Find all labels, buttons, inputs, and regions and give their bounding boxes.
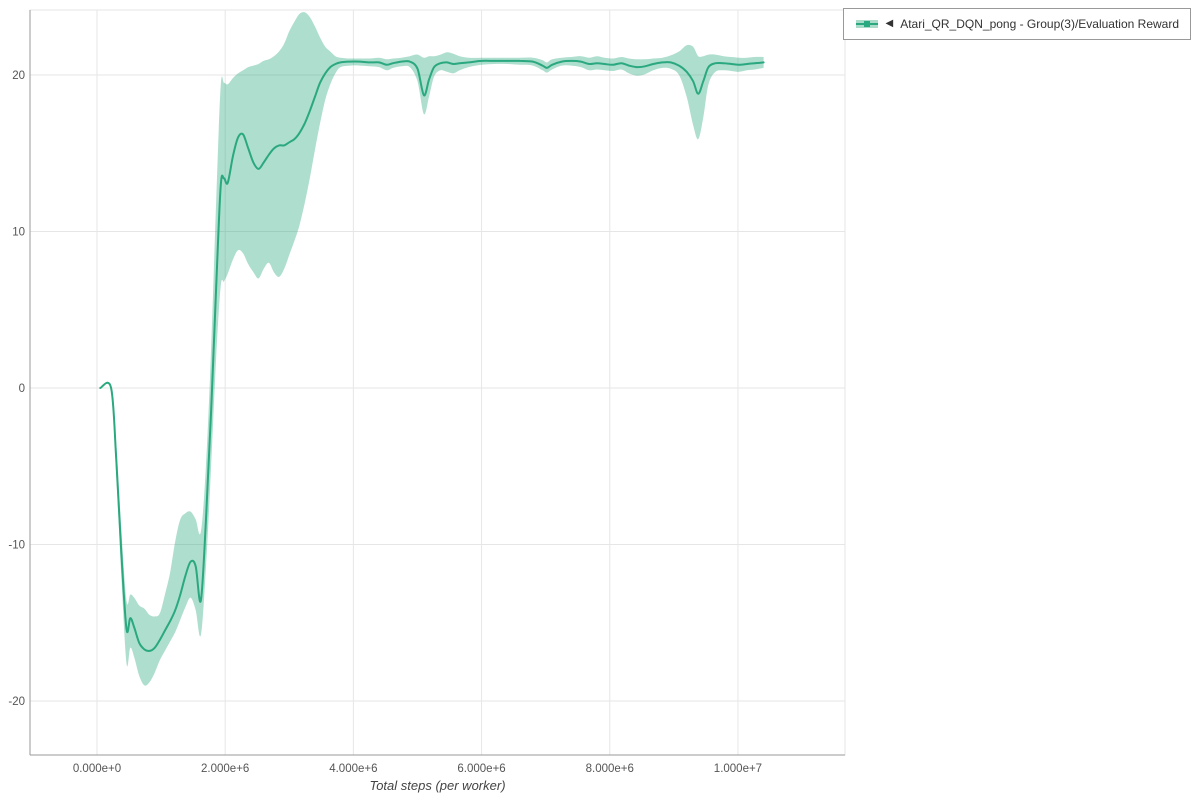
x-tick-label: 1.000e+7 bbox=[714, 763, 762, 775]
legend-marker-icon bbox=[855, 20, 878, 28]
legend-item-label: Atari_QR_DQN_pong - Group(3)/Evaluation … bbox=[900, 17, 1179, 31]
x-axis-title: Total steps (per worker) bbox=[369, 778, 506, 793]
legend-item[interactable]: ◀ Atari_QR_DQN_pong - Group(3)/Evaluatio… bbox=[855, 17, 1179, 31]
x-tick-label: 0.000e+0 bbox=[73, 763, 121, 775]
mean-line bbox=[99, 59, 765, 652]
x-tick-label: 2.000e+6 bbox=[201, 763, 249, 775]
x-tick-label: 6.000e+6 bbox=[457, 763, 505, 775]
x-tick-label: 8.000e+6 bbox=[586, 763, 634, 775]
x-tick-label: 4.000e+6 bbox=[329, 763, 377, 775]
y-tick-label: 20 bbox=[12, 70, 25, 82]
legend: ◀ Atari_QR_DQN_pong - Group(3)/Evaluatio… bbox=[842, 8, 1191, 40]
y-tick-label: 10 bbox=[12, 226, 25, 238]
legend-collapse-arrow[interactable]: ◀ bbox=[885, 18, 894, 29]
y-tick-label: -10 bbox=[8, 539, 25, 551]
confidence-band bbox=[100, 12, 764, 686]
legend-marker-point bbox=[863, 21, 870, 27]
y-tick-label: 0 bbox=[19, 383, 25, 395]
y-tick-label: -20 bbox=[8, 696, 25, 708]
